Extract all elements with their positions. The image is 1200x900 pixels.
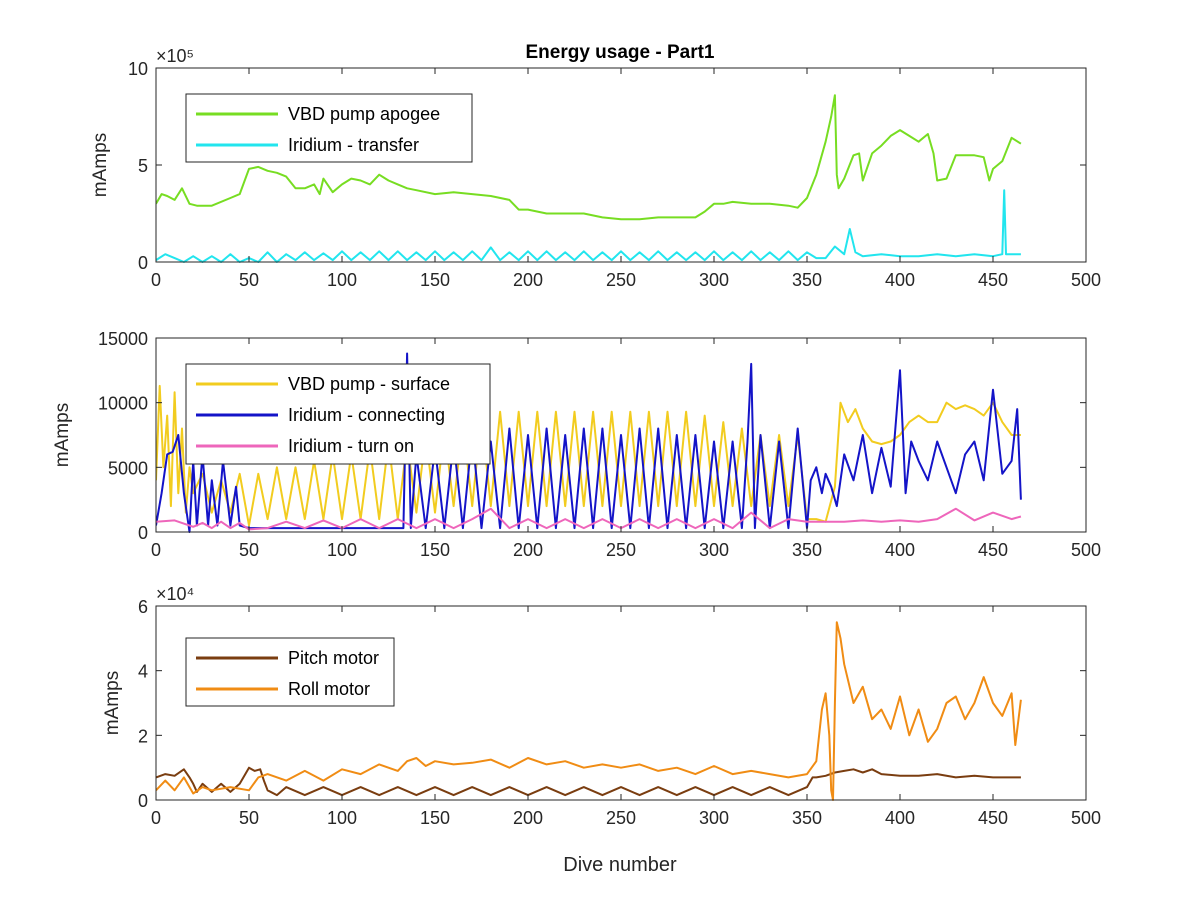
chart-panel-3: 0 50 100 150 200 250 300 350 400 450 500 0 2 4 6 ×10⁴ mA… [102,584,1101,828]
y-exponent-label: ×10⁵ [156,46,194,66]
legend-box [185,637,395,707]
series-line-2 [156,621,1022,801]
x-tick-label: 200 [513,540,543,560]
x-tick-label: 250 [606,540,636,560]
y-tick-label: 15000 [98,329,148,349]
x-tick-label: 150 [420,808,450,828]
y-tick-label: 2 [138,726,148,746]
legend-label-1: VBD pump apogee [288,104,440,124]
x-tick-label: 500 [1071,808,1101,828]
x-tick-label: 300 [699,270,729,290]
y-tick-label: 4 [138,662,148,682]
legend-label-2: Iridium - transfer [288,135,419,155]
y-axis-label: mAmps [52,403,73,467]
series-group [156,94,1022,263]
y-tick-label: 0 [138,523,148,543]
figure-title: Energy usage - Part1 [525,42,714,63]
chart-panel-2: 0 50 100 150 200 250 300 350 400 450 5000500010000… [52,329,1101,560]
chart-panel-1: 0 50 100 150 200 250 300 350 400 450 500 0 5 10 ×10⁵ mA… [90,46,1101,290]
y-axis-label: mAmps [90,133,111,197]
series-group [156,352,1022,533]
legend-label-1: Pitch motor [288,648,379,668]
y-tick-label: 10000 [98,394,148,414]
series-line-2 [156,189,1021,263]
x-tick-label: 300 [699,540,729,560]
x-tick-label: 100 [327,540,357,560]
y-axis-label: mAmps [102,671,123,735]
x-tick-label: 50 [239,808,259,828]
x-tick-label: 0 [151,270,161,290]
x-tick-label: 400 [885,808,915,828]
x-tick-label: 350 [792,270,822,290]
x-tick-label: 50 [239,540,259,560]
legend: Pitch motor Roll motor [185,637,395,707]
x-tick-label: 500 [1071,540,1101,560]
x-tick-label: 450 [978,808,1008,828]
x-tick-label: 450 [978,540,1008,560]
y-tick-label: 10 [128,59,148,79]
legend: VBD pump - surface Iridium - connecting Ir… [185,363,491,465]
x-tick-label: 400 [885,540,915,560]
x-tick-label: 150 [420,270,450,290]
series-line-1 [156,384,1021,527]
x-tick-label: 200 [513,270,543,290]
y-tick-label: 5000 [108,458,148,478]
legend-label-2: Roll motor [288,679,370,699]
x-tick-label: 350 [792,540,822,560]
legend-label-1: VBD pump - surface [288,374,450,394]
x-tick-label: 300 [699,808,729,828]
x-tick-label: 350 [792,808,822,828]
y-tick-label: 0 [138,253,148,273]
series-line-1 [156,94,1022,221]
legend: VBD pump apogee Iridium - transfer [185,93,473,163]
x-tick-label: 0 [151,808,161,828]
x-tick-label: 200 [513,808,543,828]
legend-label-2: Iridium - connecting [288,405,445,425]
x-tick-label: 150 [420,540,450,560]
series-line-3 [156,507,1022,531]
x-axis-label: Dive number [563,854,677,876]
x-tick-label: 100 [327,808,357,828]
x-tick-label: 250 [606,808,636,828]
x-tick-label: 250 [606,270,636,290]
x-tick-label: 450 [978,270,1008,290]
x-tick-label: 0 [151,540,161,560]
legend-label-3: Iridium - turn on [288,436,414,456]
y-tick-label: 6 [138,597,148,617]
x-tick-label: 50 [239,270,259,290]
x-tick-label: 100 [327,270,357,290]
y-tick-label: 0 [138,791,148,811]
y-exponent-label: ×10⁴ [156,584,194,604]
x-tick-label: 400 [885,270,915,290]
x-tick-label: 500 [1071,270,1101,290]
legend-box [185,93,473,163]
y-tick-label: 5 [138,156,148,176]
